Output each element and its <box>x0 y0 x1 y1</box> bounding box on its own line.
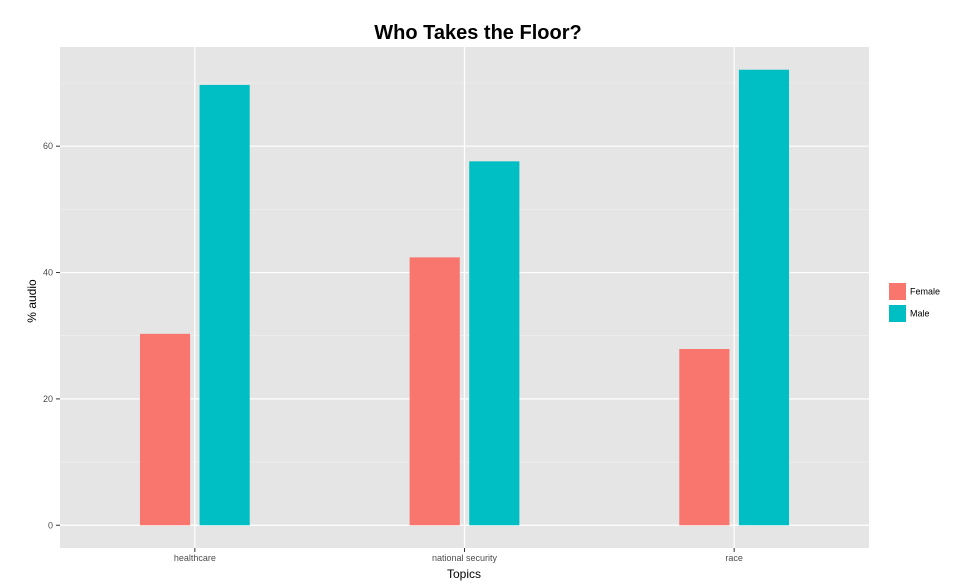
bar-male-healthcare <box>199 84 250 526</box>
bar-female-healthcare <box>139 333 191 526</box>
x-tick-label: national security <box>432 553 498 563</box>
bar-male-race <box>738 69 790 526</box>
legend-label-male: Male <box>910 309 930 319</box>
x-tick-label: healthcare <box>174 553 216 563</box>
chart-title: Who Takes the Floor? <box>374 22 581 44</box>
legend-key-male <box>889 305 906 322</box>
y-tick-label: 20 <box>43 394 53 404</box>
y-tick-label: 40 <box>43 268 53 278</box>
x-tick-label: race <box>725 553 743 563</box>
bar-male-national-security <box>469 161 520 526</box>
bar-female-race <box>679 348 730 526</box>
legend-label-female: Female <box>910 287 940 297</box>
legend-key-female <box>889 283 906 300</box>
y-tick-label: 60 <box>43 141 53 151</box>
y-axis-title: % audio <box>25 279 39 323</box>
y-tick-label: 0 <box>48 520 53 530</box>
x-axis-title: Topics <box>447 567 481 581</box>
bar-female-national-security <box>409 257 460 526</box>
